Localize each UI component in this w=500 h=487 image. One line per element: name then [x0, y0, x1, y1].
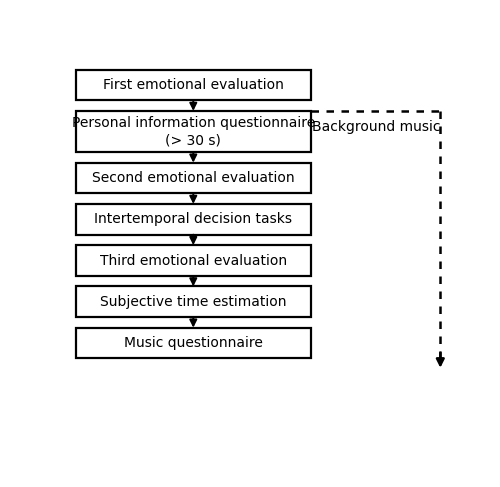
Text: First emotional evaluation: First emotional evaluation	[103, 78, 284, 92]
Text: Second emotional evaluation: Second emotional evaluation	[92, 171, 294, 185]
FancyBboxPatch shape	[76, 245, 310, 276]
Text: Third emotional evaluation: Third emotional evaluation	[100, 254, 287, 267]
Text: Intertemporal decision tasks: Intertemporal decision tasks	[94, 212, 292, 226]
FancyBboxPatch shape	[76, 163, 310, 193]
Text: Subjective time estimation: Subjective time estimation	[100, 295, 286, 309]
FancyBboxPatch shape	[76, 111, 310, 152]
FancyBboxPatch shape	[76, 204, 310, 235]
Text: Music questionnaire: Music questionnaire	[124, 336, 262, 350]
FancyBboxPatch shape	[76, 328, 310, 358]
Text: Personal information questionnaire
(> 30 s): Personal information questionnaire (> 30…	[72, 116, 315, 147]
Text: Background music: Background music	[312, 120, 440, 133]
FancyBboxPatch shape	[76, 70, 310, 100]
FancyBboxPatch shape	[76, 286, 310, 317]
